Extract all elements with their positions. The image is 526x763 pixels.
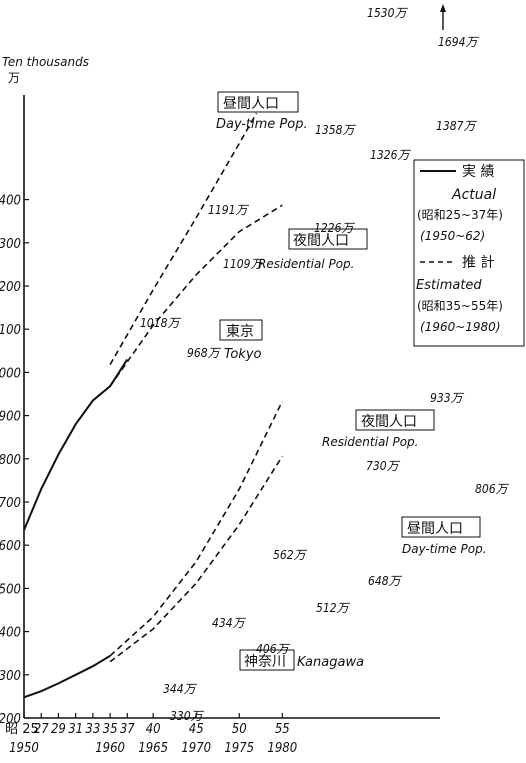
legend-est-era: (昭和35~55年) [417, 299, 503, 313]
y-axis-title-jp: 万 [8, 71, 20, 85]
tokyo-residential-jp: 夜間人口 [293, 233, 349, 249]
legend-est-years: (1960~1980) [420, 320, 501, 334]
x-tick-label: 31 [68, 722, 83, 737]
y-tick-label: 400 [0, 626, 21, 641]
series-line [23, 654, 111, 699]
tokyo-daytime-label: 昼間人口 Day-time Pop. [216, 91, 308, 132]
data-label: 344万 [163, 682, 198, 696]
legend-box [413, 159, 525, 347]
tokyo-jp: 東京 [226, 324, 254, 340]
x-tick-label: 40 [146, 722, 161, 737]
kanagawa-daytime-en: Day-time Pop. [402, 542, 487, 556]
data-label: 806万 [475, 482, 510, 496]
tokyo-residential-en: Residential Pop. [258, 257, 354, 271]
y-tick-label: 1400 [0, 194, 21, 209]
tokyo-daytime-en: Day-time Pop. [216, 117, 308, 132]
x-year-label: 1970 [181, 741, 211, 756]
y-tick-label: 1100 [0, 323, 21, 338]
series-line [109, 204, 283, 387]
x-tick-label: 29 [51, 722, 66, 737]
series-lines [23, 112, 284, 699]
y-tick-label: 900 [0, 410, 21, 425]
x-year-label: 1950 [9, 741, 39, 756]
x-year-label: 1960 [95, 741, 125, 756]
data-label: 1387万 [436, 119, 477, 133]
y-tick-label: 1300 [0, 237, 21, 252]
kanagawa-jp: 神奈川 [244, 654, 286, 670]
legend-est-en: Estimated [416, 278, 482, 293]
legend-actual-jp: 実 績 [462, 164, 494, 180]
x-tick-label: 35 [103, 722, 118, 737]
y-ticks: 200 300 400 500 600 700 800 900 1000 1100 1200 1300… [0, 194, 29, 727]
legend-est-jp: 推 計 [462, 255, 494, 271]
data-label: 562万 [273, 548, 308, 562]
x-year-label: 1975 [224, 741, 254, 756]
data-label: 730万 [366, 459, 401, 473]
legend-actual-years: (1950~62) [420, 229, 485, 243]
kanagawa-en: Kanagawa [297, 655, 364, 670]
x-year-label: 1965 [138, 741, 168, 756]
y-tick-label: 1000 [0, 366, 21, 381]
data-label: 933万 [430, 391, 465, 405]
kanagawa-daytime-box [401, 516, 481, 538]
data-label: 968万 [187, 346, 222, 360]
kanagawa-daytime-jp: 昼間人口 [407, 521, 463, 537]
tokyo-daytime-box [217, 91, 299, 113]
x-tick-label: 昭 25 [5, 722, 39, 737]
y-tick-label: 500 [0, 582, 21, 597]
series-line [109, 112, 258, 365]
x-tick-label: 37 [120, 722, 135, 737]
x-tick-label: 33 [85, 722, 100, 737]
kanagawa-residential-label: 夜間人口 Residential Pop. [322, 409, 435, 449]
data-label: 1326万 [370, 148, 411, 162]
tokyo-en: Tokyo [224, 347, 262, 362]
series-line [109, 400, 284, 657]
tokyo-residential-label: 夜間人口 Residential Pop. [258, 228, 368, 271]
data-label: 1694万 [438, 35, 479, 49]
x-tick-label: 27 [34, 722, 49, 737]
data-label: 1018万 [140, 316, 181, 330]
data-label: 434万 [212, 616, 247, 630]
y-tick-label: 300 [0, 669, 21, 684]
x-year-label: 1980 [267, 741, 297, 756]
tokyo-box [219, 319, 263, 341]
y-tick-label: 1200 [0, 280, 21, 295]
kanagawa-residential-en: Residential Pop. [322, 435, 418, 449]
data-label: 1226万 [314, 221, 355, 235]
data-label: 1191万 [208, 203, 249, 217]
kanagawa-daytime-label: 昼間人口 Day-time Pop. [401, 516, 487, 556]
data-label: 1109万 [223, 257, 264, 271]
x-tick-label: 45 [189, 722, 204, 737]
tokyo-residential-box [288, 228, 368, 250]
data-label: 512万 [316, 601, 351, 615]
legend: 実 績 Actual (昭和25~37年) (1950~62) 推 計 Esti… [413, 159, 525, 347]
series-line [109, 455, 283, 663]
legend-actual-en: Actual [451, 187, 496, 203]
kanagawa-residential-jp: 夜間人口 [361, 414, 417, 430]
data-label: 1358万 [315, 123, 356, 137]
x-tick-label: 55 [275, 722, 290, 737]
data-label: 406万 [256, 642, 291, 656]
tokyo-daytime-jp: 昼間人口 [223, 96, 279, 112]
data-label: 648万 [368, 574, 403, 588]
y-tick-label: 700 [0, 496, 21, 511]
y-axis-title-en: Ten thousands [2, 55, 89, 69]
kanagawa-label: 神奈川 Kanagawa [239, 649, 364, 671]
kanagawa-box [239, 649, 295, 671]
y-tick-label: 800 [0, 453, 21, 468]
data-label: 330万 [170, 709, 205, 723]
legend-actual-era: (昭和25~37年) [417, 208, 503, 222]
x-tick-label: 50 [232, 722, 247, 737]
data-labels: 1530万 1694万 1358万 1387万 1326万 1191万 1226… [140, 6, 510, 723]
y-tick-label: 600 [0, 539, 21, 554]
kanagawa-residential-box [355, 409, 435, 431]
data-label: 1530万 [367, 6, 408, 20]
tokyo-label: 東京 Tokyo [219, 319, 263, 362]
arrow-head-icon [440, 4, 446, 12]
y-tick-label: 200 [0, 712, 21, 727]
